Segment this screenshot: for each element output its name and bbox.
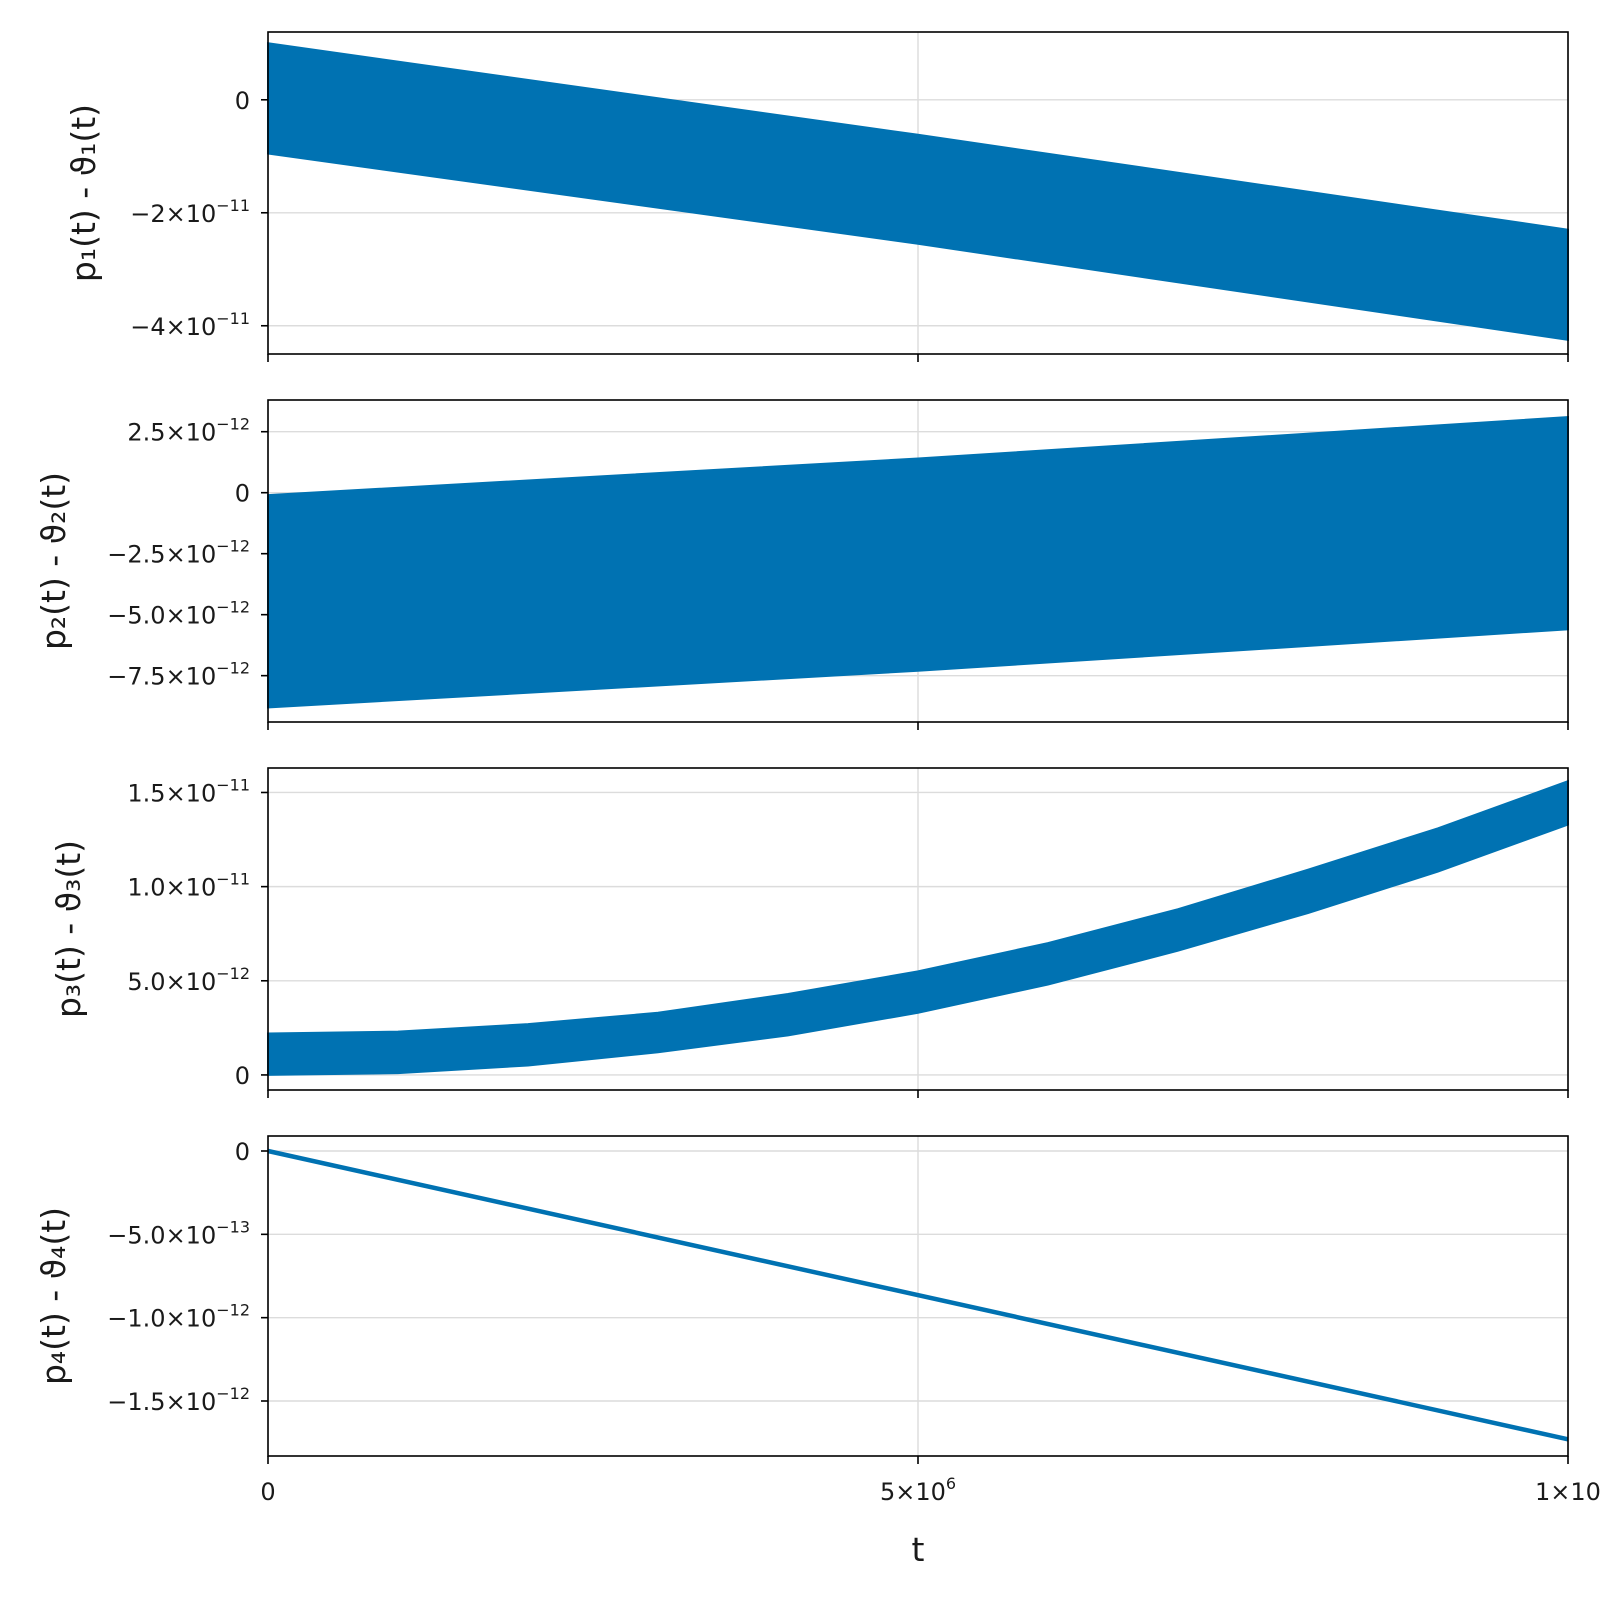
y-axis-label-3: p₃(t) - ϑ₃(t) [49, 840, 88, 1018]
y-tick-label-3: 5.0×10−12 [127, 964, 250, 996]
y-tick-label-3: −1.0×10−12 [107, 1301, 250, 1333]
series-band-2 [267, 416, 1569, 709]
y-tick-label-1: 1.5×10−11 [127, 775, 250, 807]
y-tick-label-1: 2.5×10−12 [127, 415, 250, 447]
y-tick-label-2: −5.0×10−13 [107, 1217, 250, 1249]
y-tick-label-4: −5.0×10−12 [107, 598, 250, 630]
y-tick-label-2: 1.0×10−11 [127, 870, 250, 902]
y-tick-label-5: −7.5×10−12 [107, 659, 250, 691]
y-tick-label-4: −1.5×10−12 [107, 1384, 250, 1416]
y-tick-label-1: 0 [235, 87, 250, 115]
y-tick-label-1: 0 [235, 1138, 250, 1166]
x-tick-label-2: 5×106 [880, 1474, 956, 1506]
y-tick-label-2: −2×10−11 [130, 196, 250, 228]
panel-4: 0 −5.0×10−13 −1.0×10−12 −1.5×10−12 p₄(t) - ϑ… [34, 1135, 1569, 1464]
y-axis-label-2: p₂(t) - ϑ₂(t) [34, 472, 73, 650]
series-line-4 [267, 1148, 1569, 1442]
y-axis-label-4: p₄(t) - ϑ₄(t) [34, 1207, 73, 1385]
panel-3: 1.5×10−11 1.0×10−11 5.0×10−12 0 p₃(t) - ϑ₃(t… [49, 767, 1569, 1098]
y-tick-label-3: −4×10−11 [130, 309, 250, 341]
y-tick-label-2: 0 [235, 480, 250, 508]
x-tick-label-3: 1×10 [1535, 1478, 1600, 1506]
y-tick-label-4: 0 [235, 1062, 250, 1090]
y-axis-label-1: p₁(t) - ϑ₁(t) [64, 104, 103, 282]
x-axis-label: t [912, 1530, 925, 1569]
panel-1: 0 −2×10−11 −4×10−11 p₁(t) - ϑ₁(t) [64, 31, 1569, 362]
x-tick-label-1: 0 [260, 1478, 275, 1506]
panel-2: 2.5×10−12 0 −2.5×10−12 −5.0×10−12 −7.5×10−12… [34, 399, 1569, 730]
y-tick-label-3: −2.5×10−12 [107, 537, 250, 569]
